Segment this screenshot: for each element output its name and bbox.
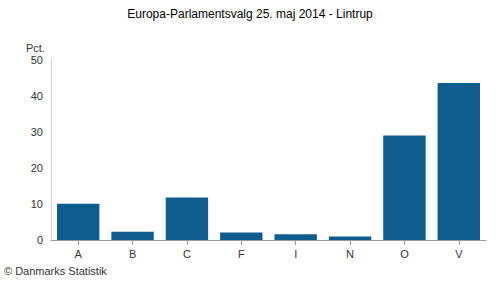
svg-text:F: F [238,248,245,260]
svg-text:C: C [183,248,191,260]
svg-text:40: 40 [31,90,43,102]
svg-text:A: A [75,248,83,260]
svg-text:I: I [294,248,297,260]
svg-text:Pct.: Pct. [26,42,45,54]
svg-text:B: B [129,248,136,260]
svg-text:50: 50 [31,54,43,66]
svg-text:Europa-Parlamentsvalg 25. maj: Europa-Parlamentsvalg 25. maj 2014 - Lin… [127,7,373,21]
svg-text:0: 0 [37,234,43,246]
svg-text:10: 10 [31,198,43,210]
svg-text:20: 20 [31,162,43,174]
svg-text:O: O [400,248,409,260]
svg-text:30: 30 [31,126,43,138]
svg-text:V: V [455,248,463,260]
svg-text:N: N [346,248,354,260]
svg-text:© Danmarks Statistik: © Danmarks Statistik [4,265,107,277]
